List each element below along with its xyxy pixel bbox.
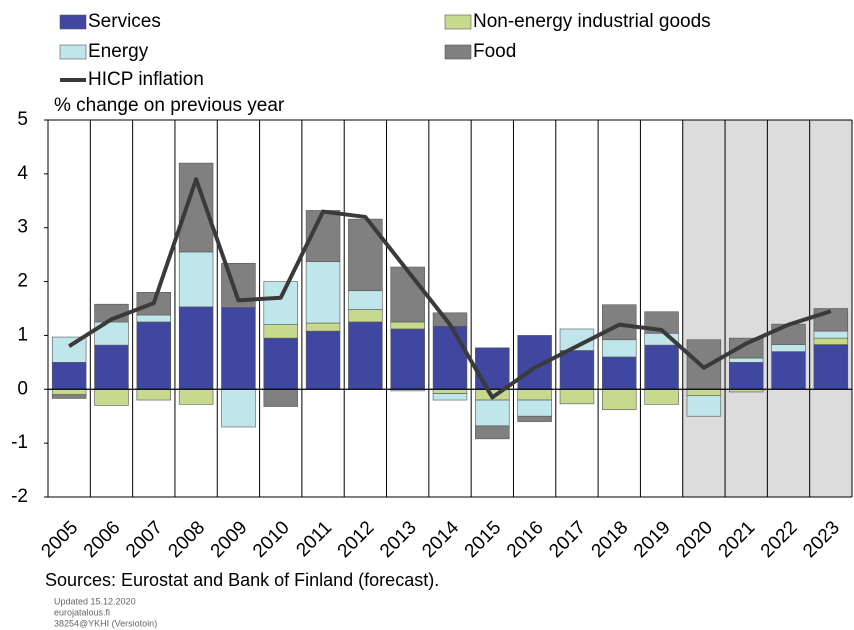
legend-label: Food [473, 41, 516, 62]
y-tick-label: 0 [17, 378, 28, 399]
x-tick-label: 2013 [376, 517, 421, 562]
legend-swatch [59, 14, 87, 30]
footnote: eurojatalous.fi [54, 607, 110, 617]
legend-swatch [444, 14, 472, 30]
axis-label: % change on previous year [54, 95, 285, 116]
bar-segment [644, 388, 679, 405]
bar-segment [178, 388, 214, 405]
bar-segment [348, 290, 383, 310]
bar-segment [432, 325, 468, 390]
source: Sources: Eurostat and Bank of Finland (f… [45, 570, 439, 590]
bar-segment [559, 350, 595, 390]
legend-swatch [59, 44, 87, 60]
bar-segment [432, 388, 468, 394]
bar-segment [686, 388, 722, 397]
bar-segment [813, 330, 849, 339]
x-tick-label: 2010 [249, 517, 294, 562]
bar-segment [813, 337, 849, 345]
bar-segment [348, 321, 383, 390]
bar-segment [178, 251, 214, 308]
bar-segment [475, 425, 510, 440]
x-tick-label: 2016 [503, 517, 548, 562]
y-tick-label: 3 [17, 217, 28, 238]
bar-segment [686, 395, 722, 417]
x-tick-label: 2022 [757, 517, 802, 562]
bar-segment [517, 388, 552, 401]
bar-segment [475, 347, 510, 390]
x-tick-label: 2019 [630, 517, 675, 562]
x-tick-label: 2008 [164, 517, 209, 562]
bar-segment [305, 322, 341, 332]
bar-segment [94, 388, 129, 406]
bar-segment [644, 344, 679, 390]
legend-label: Non-energy industrial goods [473, 11, 711, 32]
bar-segment [221, 388, 256, 428]
bar-segment [475, 399, 510, 427]
x-tick-label: 2018 [588, 517, 633, 562]
x-tick-label: 2006 [80, 517, 125, 562]
bar-segment [432, 393, 468, 401]
bar-segment [51, 388, 87, 395]
legend-label: HICP inflation [88, 69, 204, 90]
x-tick-label: 2017 [545, 517, 590, 562]
bar-segment [771, 351, 806, 390]
bar-segment [51, 362, 87, 390]
x-tick-label: 2014 [418, 517, 463, 562]
bar-segment [728, 357, 764, 363]
bar-segment [517, 399, 552, 417]
bar-segment [136, 388, 172, 401]
bar-segment [263, 324, 298, 339]
bar-segment [686, 339, 722, 390]
hicp-line [68, 177, 832, 400]
x-tick-label: 2012 [334, 517, 379, 562]
x-tick-label: 2005 [37, 517, 82, 562]
bar-segment [263, 337, 298, 390]
y-tick-label: 4 [17, 163, 28, 184]
bar-segment [771, 323, 806, 345]
bar-segment [602, 388, 637, 411]
legend-label: Energy [88, 41, 149, 62]
bar-segment [728, 337, 764, 359]
bar-segment [136, 314, 172, 323]
legend-label: Services [88, 11, 161, 32]
bar-segment [559, 388, 595, 405]
x-tick-label: 2015 [461, 517, 506, 562]
bar-segment [94, 344, 129, 390]
bar-segment [390, 328, 425, 390]
bar-segment [602, 339, 637, 358]
bar-segment [390, 321, 425, 330]
footnote: 38254@YKHI (Versiotoin) [54, 618, 157, 628]
bar-segment [602, 356, 637, 390]
bar-segment [728, 362, 764, 390]
bar-segment [263, 388, 298, 407]
y-tick-label: -1 [11, 432, 28, 453]
bar-segment [263, 281, 298, 325]
bar-segment [221, 307, 256, 390]
bar-segment [390, 266, 425, 323]
y-tick-label: 2 [17, 271, 28, 292]
x-tick-label: 2023 [799, 517, 844, 562]
bar-segment [517, 415, 552, 422]
bar-segment [771, 344, 806, 352]
x-tick-label: 2007 [122, 517, 167, 562]
bar-segment [136, 321, 172, 390]
bar-segment [348, 309, 383, 323]
footnote: Updated 15.12.2020 [54, 596, 136, 606]
bar-segment [51, 394, 87, 399]
bar-segment [305, 330, 341, 390]
x-tick-label: 2020 [672, 517, 717, 562]
bar-segment [305, 261, 341, 324]
y-tick-label: 1 [17, 324, 28, 345]
bar-segment [178, 306, 214, 390]
x-tick-label: 2009 [207, 517, 252, 562]
legend-swatch [444, 44, 472, 60]
x-tick-label: 2011 [292, 517, 336, 561]
x-tick-label: 2021 [715, 517, 760, 562]
bar-segment [813, 344, 849, 390]
bar-segment [602, 304, 637, 341]
y-tick-label: 5 [17, 109, 28, 130]
y-tick-label: -2 [11, 486, 28, 507]
